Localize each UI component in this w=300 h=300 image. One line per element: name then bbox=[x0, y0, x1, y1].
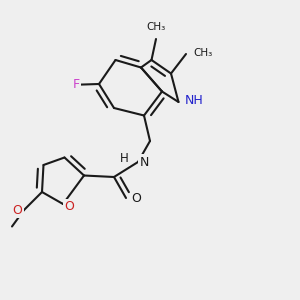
Text: CH₃: CH₃ bbox=[146, 22, 166, 32]
Text: O: O bbox=[64, 200, 74, 213]
Text: O: O bbox=[13, 203, 22, 217]
Text: H: H bbox=[120, 152, 129, 165]
Text: O: O bbox=[131, 191, 141, 205]
Text: CH₃: CH₃ bbox=[194, 47, 213, 58]
Text: F: F bbox=[72, 78, 80, 91]
Text: NH: NH bbox=[185, 94, 204, 107]
Text: N: N bbox=[140, 155, 149, 169]
